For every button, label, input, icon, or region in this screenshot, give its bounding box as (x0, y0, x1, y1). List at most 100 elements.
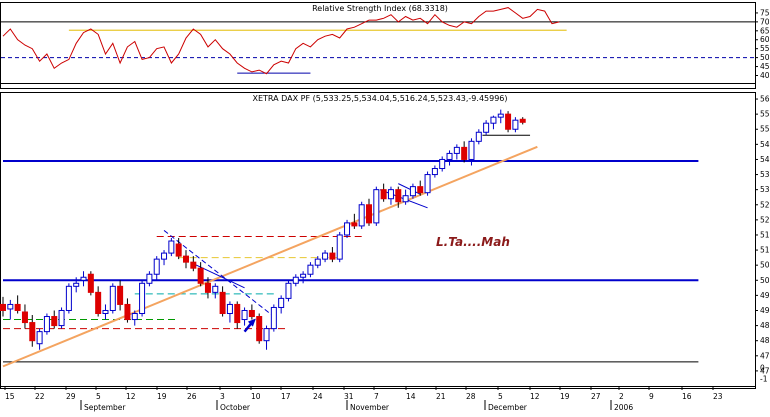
x-tick-label: 22 (35, 392, 45, 401)
x-tick-label: 27 (591, 392, 601, 401)
rsi-y-tick-label: 75 (760, 8, 770, 17)
price-panel-frame (0, 92, 756, 389)
price-y-tick-label: 5000 (760, 276, 770, 285)
trend-line (2, 145, 538, 368)
x-tick-label: 10 (251, 392, 261, 401)
candle-body (402, 195, 409, 203)
candle-body (197, 267, 204, 284)
price-y-tick-label: 4700 (760, 366, 770, 375)
x-tick-label: 29 (66, 392, 76, 401)
price-y-tick-label: 5500 (760, 125, 770, 134)
candle-body (336, 234, 343, 260)
candle-body (468, 140, 475, 160)
candle-body (483, 122, 490, 133)
candle-body (505, 113, 512, 130)
candle-body (446, 152, 453, 160)
axis-layer: 7570656055504540560055505500545054005350… (4, 8, 770, 412)
month-label: 2006 (614, 403, 633, 412)
candle-body (322, 252, 329, 260)
candle-body (43, 316, 50, 333)
candle-body (117, 285, 124, 305)
candle-body (212, 285, 219, 293)
candle-body (358, 204, 365, 227)
candle-body (73, 282, 80, 287)
price-layer (0, 109, 699, 368)
candle-body (519, 118, 526, 123)
x-tick-label: 26 (187, 392, 197, 401)
price-y-tick-label: 4900 (760, 306, 770, 315)
rsi-title: Relative Strength Index (68.3318) (312, 4, 448, 13)
candle-body (14, 303, 21, 311)
candle-body (139, 282, 146, 315)
candle-body (431, 168, 438, 176)
candle-body (7, 303, 14, 310)
candle-body (497, 113, 504, 118)
candle-body (278, 297, 285, 308)
rsi-y-tick-label: 50 (760, 53, 770, 62)
rsi-y-tick-label: 70 (760, 17, 770, 26)
candle-body (219, 291, 226, 315)
candle-body (161, 252, 168, 260)
x-tick-label: 23 (713, 392, 723, 401)
candle-body (453, 146, 460, 154)
price-title: XETRA DAX PF (5,533.25,5,534.04,5,516.24… (252, 94, 507, 103)
lower-y-tick-label: 0 (760, 364, 765, 373)
candle-body (351, 222, 358, 227)
rsi-panel-frame (0, 2, 756, 89)
candle-body (21, 311, 28, 324)
candle-body (300, 273, 307, 278)
candle-body (395, 189, 402, 203)
price-y-tick-label: 5250 (760, 200, 770, 209)
candle-body (29, 322, 36, 342)
x-tick-label: 2 (619, 392, 624, 401)
candle-body (190, 261, 197, 269)
trend-line (398, 183, 421, 195)
rsi-layer (1, 7, 755, 85)
candle-body (424, 174, 431, 194)
trend-line (193, 263, 245, 289)
candle-body (248, 309, 255, 318)
candle-body (36, 331, 43, 345)
annotation-label: L.Ta....Mah (436, 235, 510, 249)
candle-body (183, 255, 189, 263)
candle-body (65, 285, 72, 311)
x-tick-label: 21 (436, 392, 446, 401)
x-tick-label: 28 (466, 392, 476, 401)
x-tick-label: 19 (560, 392, 570, 401)
candle-body (417, 186, 424, 194)
x-tick-label: 31 (344, 392, 354, 401)
candle-body (234, 303, 241, 324)
rsi-y-tick-label: 45 (760, 62, 770, 71)
candle-body (270, 306, 277, 330)
candle-body (461, 146, 468, 160)
x-tick-label: 12 (126, 392, 136, 401)
candle-body (490, 116, 497, 124)
candle-body (131, 313, 138, 321)
x-tick-label: 17 (281, 392, 291, 401)
x-tick-label: 9 (649, 392, 654, 401)
candle-body (292, 276, 299, 284)
candle-body (329, 252, 336, 260)
x-tick-label: 24 (313, 392, 323, 401)
price-y-tick-label: 5200 (760, 215, 770, 224)
price-y-tick-label: 5450 (760, 140, 770, 149)
candle-body (380, 189, 387, 200)
candle-body (80, 276, 87, 281)
candle-body (241, 309, 248, 321)
candle-body (366, 204, 372, 224)
price-y-tick-label: 5600 (760, 95, 770, 104)
price-y-tick-label: 4850 (760, 321, 770, 330)
candle-body (307, 264, 314, 275)
signal-arrow-head (247, 318, 256, 327)
price-y-tick-label: 5100 (760, 246, 770, 255)
price-y-tick-label: 4950 (760, 291, 770, 300)
candle-body (204, 282, 211, 293)
rsi-y-tick-label: 65 (760, 26, 770, 35)
candle-body (409, 186, 416, 197)
candle-body (109, 285, 116, 311)
x-tick-label: 16 (682, 392, 692, 401)
candle-body (175, 243, 182, 257)
